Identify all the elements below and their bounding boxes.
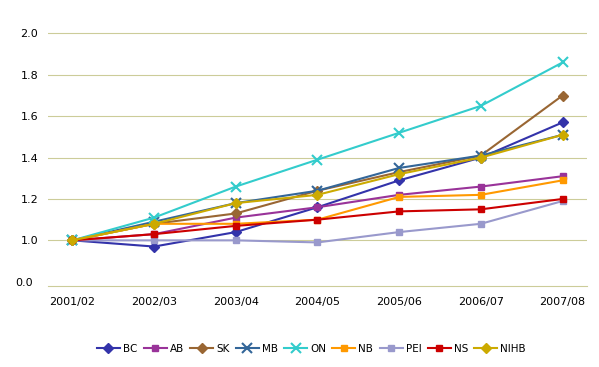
Line: AB: AB (69, 173, 566, 244)
Line: NB: NB (69, 177, 566, 244)
ON (69, 238, 76, 243)
SK (477, 153, 485, 158)
MB (69, 238, 76, 243)
Text: 0.0: 0.0 (16, 278, 33, 288)
NIHB (395, 172, 403, 177)
SK (150, 222, 158, 226)
Line: BC: BC (69, 119, 566, 250)
PEI (477, 222, 485, 226)
PEI (314, 240, 321, 245)
PEI (69, 238, 76, 243)
NB (559, 178, 566, 182)
NIHB (69, 238, 76, 243)
Line: MB: MB (68, 130, 567, 245)
NB (395, 195, 403, 199)
Line: SK: SK (69, 92, 566, 244)
Legend: BC, AB, SK, MB, ON, NB, PEI, NS, NIHB: BC, AB, SK, MB, ON, NB, PEI, NS, NIHB (93, 340, 530, 358)
NB (314, 218, 321, 222)
PEI (232, 238, 240, 243)
Line: ON: ON (68, 58, 567, 245)
NS (150, 232, 158, 236)
SK (559, 93, 566, 98)
MB (559, 132, 566, 137)
NB (69, 238, 76, 243)
ON (314, 157, 321, 162)
AB (559, 174, 566, 178)
NIHB (477, 155, 485, 160)
ON (150, 215, 158, 220)
BC (477, 155, 485, 160)
PEI (395, 230, 403, 234)
NIHB (314, 193, 321, 197)
NS (395, 209, 403, 214)
NS (232, 224, 240, 228)
AB (150, 232, 158, 236)
ON (232, 184, 240, 189)
AB (477, 184, 485, 189)
AB (69, 238, 76, 243)
NS (69, 238, 76, 243)
ON (477, 104, 485, 108)
NB (150, 222, 158, 226)
ON (559, 60, 566, 65)
NS (477, 207, 485, 211)
Line: PEI: PEI (69, 197, 566, 246)
BC (232, 230, 240, 234)
Line: NIHB: NIHB (69, 131, 566, 244)
NIHB (559, 132, 566, 137)
ON (395, 131, 403, 135)
AB (395, 193, 403, 197)
MB (314, 189, 321, 193)
NIHB (232, 201, 240, 205)
MB (477, 153, 485, 158)
AB (314, 205, 321, 210)
BC (314, 205, 321, 210)
PEI (559, 199, 566, 203)
MB (150, 219, 158, 224)
BC (150, 244, 158, 249)
MB (395, 166, 403, 170)
BC (395, 178, 403, 182)
MB (232, 201, 240, 205)
NS (559, 197, 566, 201)
SK (232, 211, 240, 216)
BC (69, 238, 76, 243)
Line: NS: NS (69, 196, 566, 244)
SK (314, 189, 321, 193)
SK (69, 238, 76, 243)
NB (477, 193, 485, 197)
SK (395, 170, 403, 174)
NB (232, 222, 240, 226)
NIHB (150, 222, 158, 226)
BC (559, 120, 566, 125)
PEI (150, 238, 158, 243)
NS (314, 218, 321, 222)
AB (232, 215, 240, 220)
